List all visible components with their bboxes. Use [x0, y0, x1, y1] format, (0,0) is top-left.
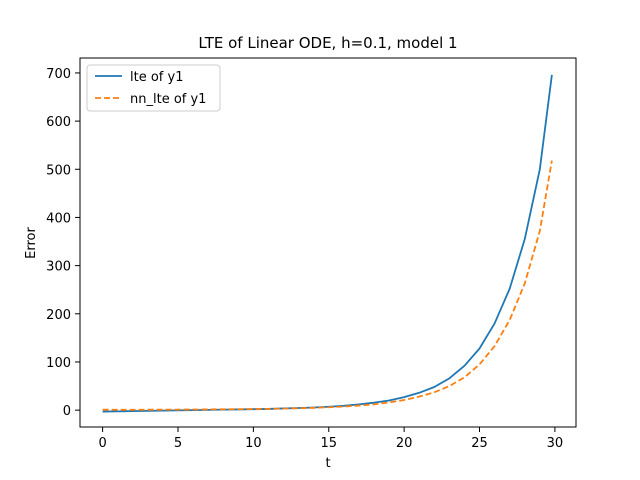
y-tick-label: 0 [63, 404, 71, 419]
y-tick-label: 300 [46, 260, 71, 275]
chart-title: LTE of Linear ODE, h=0.1, model 1 [198, 34, 457, 52]
x-tick-label: 5 [174, 436, 182, 451]
y-axis-ticks: 0 100 200 300 400 500 600 700 [46, 67, 80, 419]
y-tick-label: 600 [46, 115, 71, 130]
x-axis-ticks: 0 5 10 15 20 25 30 [98, 427, 563, 451]
y-tick-label: 100 [46, 356, 71, 371]
legend-label-nn-lte: nn_lte of y1 [130, 92, 206, 107]
x-tick-label: 30 [547, 436, 564, 451]
plot-area-frame [79, 57, 577, 428]
y-tick-label: 400 [46, 211, 71, 226]
legend: lte of y1 nn_lte of y1 [86, 64, 221, 112]
y-tick-label: 500 [46, 163, 71, 178]
series-layer [102, 74, 553, 413]
legend-label-lte: lte of y1 [130, 70, 183, 85]
series-line-1 [102, 160, 553, 411]
y-tick-label: 700 [46, 67, 71, 82]
x-tick-label: 20 [396, 436, 413, 451]
x-tick-label: 10 [245, 436, 262, 451]
x-axis-label: t [325, 456, 330, 471]
x-tick-label: 15 [320, 436, 337, 451]
x-tick-label: 0 [98, 436, 106, 451]
y-tick-label: 200 [46, 308, 71, 323]
x-tick-label: 25 [471, 436, 488, 451]
y-axis-label: Error [24, 227, 39, 259]
